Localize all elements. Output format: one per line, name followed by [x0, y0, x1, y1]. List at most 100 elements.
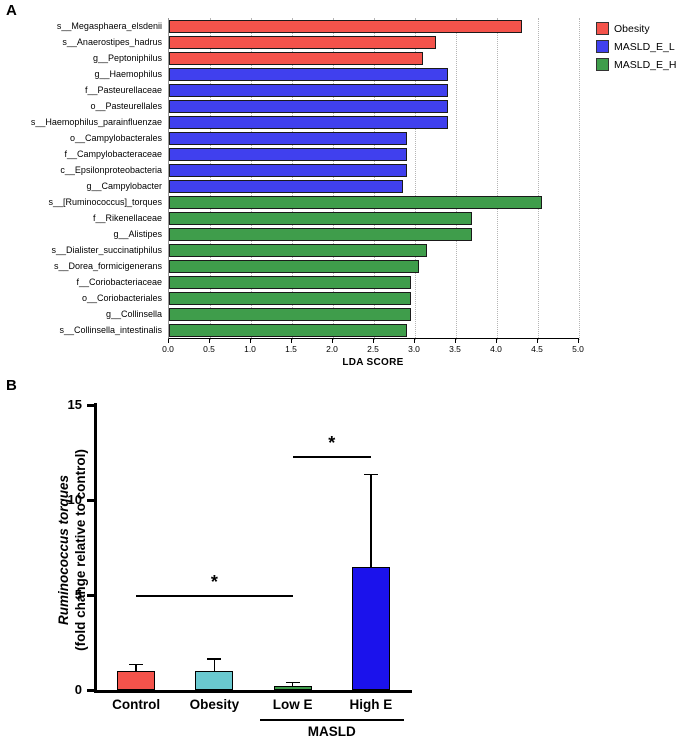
legend-item: MASLD_E_L [596, 40, 676, 53]
y-tick-label: 15 [67, 397, 82, 412]
y-axis-line [94, 403, 97, 692]
legend: Obesity MASLD_E_L MASLD_E_H [596, 22, 676, 76]
taxon-label: f__Rikenellaceae [92, 213, 162, 223]
category-label: High E [349, 697, 393, 712]
lefse-bar [169, 259, 420, 273]
y-axis-title-species: Ruminococcus torques [56, 474, 71, 626]
lefse-bar [169, 227, 473, 241]
gridline [497, 18, 498, 340]
taxon-label: o__Campylobacterales [69, 133, 162, 143]
error-bar-cap [285, 681, 300, 684]
bar-row [169, 258, 579, 274]
taxon-label: f__Pasteurellaceae [84, 85, 162, 95]
lefse-bar [169, 179, 403, 193]
legend-swatch [596, 22, 609, 35]
lefse-bar [169, 35, 436, 49]
panel-b-letter: B [6, 377, 17, 394]
taxon-label: s__Haemophilus_parainfluenzae [30, 117, 162, 127]
taxon-label: s__[Ruminococcus]_torques [48, 197, 162, 207]
gridline [333, 18, 334, 340]
error-bar-cap [129, 663, 144, 666]
panel-a-lefse-chart: A s__Megasphaera_elsdenii s__Anaerostipes… [0, 0, 690, 372]
error-bar-cap [207, 658, 222, 660]
lefse-bar [169, 195, 543, 209]
bar-row [169, 274, 579, 290]
bar-row [169, 114, 579, 130]
bar-row [169, 306, 579, 322]
lefse-bar [169, 211, 473, 225]
group-label: MASLD [307, 724, 356, 739]
lefse-bar [169, 131, 407, 145]
gridline [579, 18, 580, 340]
tick-mark [209, 339, 210, 343]
tick-mark [537, 339, 538, 343]
category-label: Control [112, 697, 161, 712]
gridline [292, 18, 293, 340]
y-tick [87, 689, 95, 692]
bar-row [169, 242, 579, 258]
tick-label: 0.5 [203, 344, 215, 354]
lefse-bar [169, 307, 411, 321]
lefse-bar [169, 51, 424, 65]
taxon-label: c__Epsilonproteobacteria [60, 165, 162, 175]
tick-mark [496, 339, 497, 343]
legend-swatch [596, 40, 609, 53]
lefse-bars [169, 18, 579, 338]
taxa-labels: s__Megasphaera_elsdenii s__Anaerostipes_h… [0, 18, 162, 338]
tick-mark [414, 339, 415, 343]
y-axis-title: Ruminococcus torques (fold change relati… [55, 400, 91, 700]
bar-row [169, 130, 579, 146]
legend-item: Obesity [596, 22, 676, 35]
gridline [538, 18, 539, 340]
bar-row [169, 34, 579, 50]
error-bar [135, 665, 137, 671]
legend-label: MASLD_E_H [614, 58, 677, 71]
tick-mark [578, 339, 579, 343]
lefse-bar [169, 83, 448, 97]
bar-row [169, 98, 579, 114]
bar-row [169, 322, 579, 338]
category-label: Low E [272, 697, 313, 712]
gridlines [169, 18, 580, 340]
taxon-label: s__Megasphaera_elsdenii [56, 21, 162, 31]
panel-b-bar-chart: B Ruminococcus torques (fold change rela… [0, 375, 690, 752]
bar-row [169, 82, 579, 98]
tick-label: 3.5 [449, 344, 461, 354]
significance-line [292, 456, 371, 458]
gridline [415, 18, 416, 340]
bar-row [169, 66, 579, 82]
taxon-label: g__Alistipes [113, 229, 162, 239]
gridline [210, 18, 211, 340]
lefse-bar [169, 115, 448, 129]
y-tick [87, 404, 95, 407]
bar-control [117, 671, 156, 690]
error-bar-cap [363, 473, 378, 476]
tick-label: 1.0 [244, 344, 256, 354]
tick-label: 4.5 [531, 344, 543, 354]
category-label: Obesity [189, 697, 240, 712]
gridline [251, 18, 252, 340]
tick-label: 2.0 [326, 344, 338, 354]
lefse-bar [169, 147, 407, 161]
taxon-label: g__Collinsella [105, 309, 162, 319]
error-bar [213, 659, 216, 671]
bar-row [169, 178, 579, 194]
tick-mark [168, 339, 169, 343]
y-axis-title-unit: (fold change relative to control) [73, 449, 88, 651]
tick-mark [373, 339, 374, 343]
taxon-label: s__Dorea_formicigenerans [53, 261, 162, 271]
tick-mark [291, 339, 292, 343]
plot-area [97, 405, 410, 690]
tick-mark [455, 339, 456, 343]
lefse-bar [169, 291, 411, 305]
legend-label: MASLD_E_L [614, 40, 675, 53]
bar-row [169, 194, 579, 210]
bar-row [169, 162, 579, 178]
bar-row [169, 210, 579, 226]
taxon-label: o__Coriobacteriales [81, 293, 162, 303]
significance-asterisk: * [210, 572, 218, 592]
group-bracket-line [259, 719, 404, 721]
significance-line [136, 595, 293, 597]
y-tick-label: 10 [67, 492, 82, 507]
